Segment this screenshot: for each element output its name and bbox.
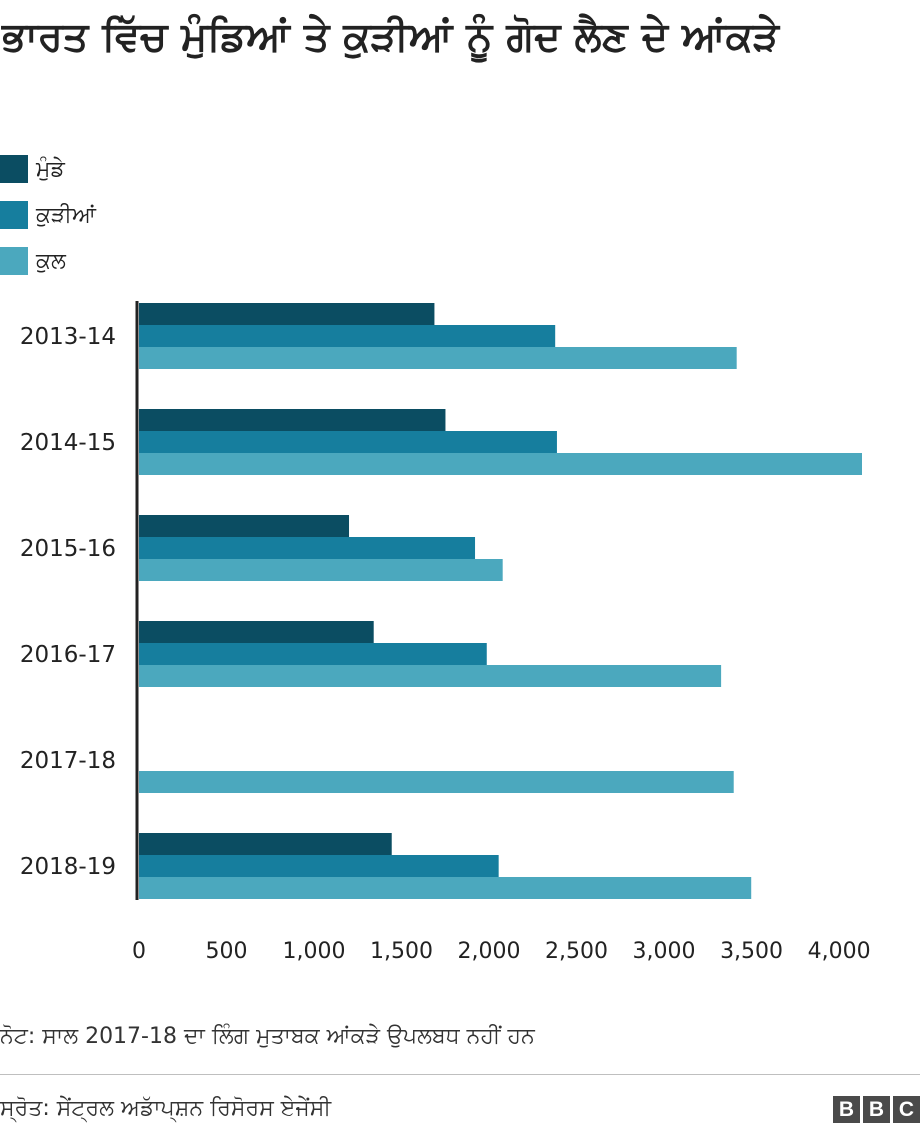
bar — [139, 347, 737, 369]
legend: ਮੁੰਡੇ ਕੁੜੀਆਂ ਕੁਲ — [0, 146, 96, 284]
y-tick-label: 2018-19 — [20, 854, 116, 880]
bar — [139, 537, 476, 559]
y-tick-label: 2016-17 — [20, 642, 116, 668]
y-tick-label: 2017-18 — [20, 748, 116, 774]
x-tick-label: 3,500 — [720, 939, 783, 964]
legend-swatch-boys — [0, 155, 28, 183]
legend-swatch-girls — [0, 201, 28, 229]
bbc-logo-letter: B — [833, 1096, 860, 1123]
x-tick-label: 2,500 — [545, 939, 608, 964]
source-text: ਸ੍ਰੋਤ: ਸੇਂਟ੍ਰਲ ਅਡਾੱਪ੍ਸ਼ਨ ਰਿਸੋਰਸ ਏਜੇਂਸੀ — [0, 1096, 332, 1121]
footer-divider — [0, 1074, 920, 1075]
y-tick-label: 2014-15 — [20, 430, 116, 456]
x-tick-label: 1,500 — [370, 939, 433, 964]
bar — [139, 665, 722, 687]
chart-title: ਭਾਰਤ ਵਿੱਚ ਮੁੰਡਿਆਂ ਤੇ ਕੁੜੀਆਂ ਨੂੰ ਗੋਦ ਲੈਣ … — [2, 14, 780, 60]
legend-swatch-total — [0, 247, 28, 275]
x-tick-label: 0 — [132, 939, 146, 964]
x-tick-label: 2,000 — [458, 939, 521, 964]
bbc-logo-letter: C — [893, 1096, 920, 1123]
y-tick-label: 2015-16 — [20, 536, 116, 562]
bar — [139, 559, 503, 581]
bar — [139, 771, 734, 793]
bar — [139, 643, 487, 665]
bbc-logo: B B C — [833, 1096, 920, 1123]
bar — [139, 303, 435, 325]
y-tick-label: 2013-14 — [20, 324, 116, 350]
bar — [139, 453, 862, 475]
legend-item-girls: ਕੁੜੀਆਂ — [0, 192, 96, 238]
x-tick-label: 4,000 — [808, 939, 871, 964]
bar — [139, 515, 350, 537]
bar — [139, 877, 752, 899]
bar — [139, 409, 446, 431]
bar-chart: 2013-14 2014-15 2015-16 2016-17 2017-18 2018-… — [20, 301, 871, 964]
bar — [139, 431, 557, 453]
x-tick-label: 3,000 — [633, 939, 696, 964]
legend-label-boys: ਮੁੰਡੇ — [36, 156, 65, 182]
footnote: ਨੋਟ: ਸਾਲ 2017-18 ਦਾ ਲਿੰਗ ਮੁਤਾਬਕ ਆਂਕੜੇ ਉਪ… — [0, 1024, 535, 1049]
legend-item-boys: ਮੁੰਡੇ — [0, 146, 96, 192]
bar — [139, 855, 499, 877]
legend-label-total: ਕੁਲ — [36, 248, 66, 274]
bar — [139, 621, 374, 643]
bar — [139, 325, 556, 347]
legend-item-total: ਕੁਲ — [0, 238, 96, 284]
bbc-logo-letter: B — [863, 1096, 890, 1123]
x-tick-label: 500 — [206, 939, 248, 964]
legend-label-girls: ਕੁੜੀਆਂ — [36, 202, 96, 228]
x-tick-label: 1,000 — [283, 939, 346, 964]
bar — [139, 833, 392, 855]
